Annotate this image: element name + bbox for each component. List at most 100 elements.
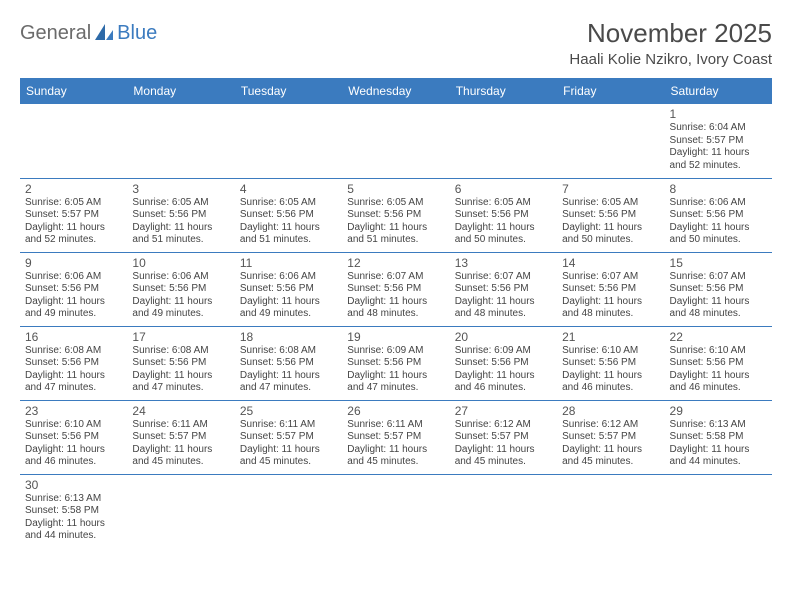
sunset-text: Sunset: 5:57 PM: [347, 431, 444, 444]
day-info: Sunrise: 6:04 AMSunset: 5:57 PMDaylight:…: [670, 122, 767, 172]
day-number: 2: [25, 182, 122, 196]
sunrise-text: Sunrise: 6:07 AM: [670, 271, 767, 284]
day-number: 11: [240, 256, 337, 270]
sunset-text: Sunset: 5:56 PM: [670, 209, 767, 222]
day-number: 21: [562, 330, 659, 344]
day-info: Sunrise: 6:08 AMSunset: 5:56 PMDaylight:…: [132, 345, 229, 395]
sunrise-text: Sunrise: 6:07 AM: [347, 271, 444, 284]
day-info: Sunrise: 6:10 AMSunset: 5:56 PMDaylight:…: [562, 345, 659, 395]
calendar-cell: 29Sunrise: 6:13 AMSunset: 5:58 PMDayligh…: [665, 400, 772, 474]
day-number: 17: [132, 330, 229, 344]
day-number: 6: [455, 182, 552, 196]
sunrise-text: Sunrise: 6:13 AM: [25, 493, 122, 506]
sunset-text: Sunset: 5:56 PM: [562, 283, 659, 296]
sunrise-text: Sunrise: 6:05 AM: [240, 197, 337, 210]
sunset-text: Sunset: 5:56 PM: [132, 357, 229, 370]
calendar-cell: 11Sunrise: 6:06 AMSunset: 5:56 PMDayligh…: [235, 252, 342, 326]
sunrise-text: Sunrise: 6:11 AM: [347, 419, 444, 432]
calendar-cell: 5Sunrise: 6:05 AMSunset: 5:56 PMDaylight…: [342, 178, 449, 252]
calendar-cell: 4Sunrise: 6:05 AMSunset: 5:56 PMDaylight…: [235, 178, 342, 252]
sunset-text: Sunset: 5:57 PM: [132, 431, 229, 444]
calendar-cell: 6Sunrise: 6:05 AMSunset: 5:56 PMDaylight…: [450, 178, 557, 252]
logo-text-general: General: [20, 22, 91, 45]
sunset-text: Sunset: 5:56 PM: [455, 209, 552, 222]
day-number: 9: [25, 256, 122, 270]
sunrise-text: Sunrise: 6:05 AM: [455, 197, 552, 210]
daylight-text: Daylight: 11 hours and 45 minutes.: [347, 444, 444, 469]
day-info: Sunrise: 6:05 AMSunset: 5:56 PMDaylight:…: [240, 197, 337, 247]
calendar-row: 1Sunrise: 6:04 AMSunset: 5:57 PMDaylight…: [20, 104, 772, 178]
sunset-text: Sunset: 5:58 PM: [25, 505, 122, 518]
sunrise-text: Sunrise: 6:09 AM: [455, 345, 552, 358]
day-number: 30: [25, 478, 122, 492]
sunset-text: Sunset: 5:56 PM: [455, 357, 552, 370]
col-sunday: Sunday: [20, 78, 127, 104]
day-info: Sunrise: 6:06 AMSunset: 5:56 PMDaylight:…: [240, 271, 337, 321]
sunrise-text: Sunrise: 6:05 AM: [562, 197, 659, 210]
sunset-text: Sunset: 5:58 PM: [670, 431, 767, 444]
calendar-row: 9Sunrise: 6:06 AMSunset: 5:56 PMDaylight…: [20, 252, 772, 326]
day-info: Sunrise: 6:11 AMSunset: 5:57 PMDaylight:…: [240, 419, 337, 469]
sunrise-text: Sunrise: 6:06 AM: [240, 271, 337, 284]
calendar-table: Sunday Monday Tuesday Wednesday Thursday…: [20, 78, 772, 548]
calendar-cell: 19Sunrise: 6:09 AMSunset: 5:56 PMDayligh…: [342, 326, 449, 400]
sunrise-text: Sunrise: 6:09 AM: [347, 345, 444, 358]
day-info: Sunrise: 6:06 AMSunset: 5:56 PMDaylight:…: [25, 271, 122, 321]
day-info: Sunrise: 6:08 AMSunset: 5:56 PMDaylight:…: [25, 345, 122, 395]
sunset-text: Sunset: 5:56 PM: [347, 283, 444, 296]
day-info: Sunrise: 6:06 AMSunset: 5:56 PMDaylight:…: [132, 271, 229, 321]
day-info: Sunrise: 6:12 AMSunset: 5:57 PMDaylight:…: [455, 419, 552, 469]
calendar-cell: [665, 474, 772, 548]
calendar-cell: 26Sunrise: 6:11 AMSunset: 5:57 PMDayligh…: [342, 400, 449, 474]
day-number: 16: [25, 330, 122, 344]
day-info: Sunrise: 6:13 AMSunset: 5:58 PMDaylight:…: [670, 419, 767, 469]
day-info: Sunrise: 6:07 AMSunset: 5:56 PMDaylight:…: [670, 271, 767, 321]
day-info: Sunrise: 6:05 AMSunset: 5:56 PMDaylight:…: [132, 197, 229, 247]
daylight-text: Daylight: 11 hours and 44 minutes.: [25, 518, 122, 543]
sunrise-text: Sunrise: 6:06 AM: [25, 271, 122, 284]
calendar-cell: 9Sunrise: 6:06 AMSunset: 5:56 PMDaylight…: [20, 252, 127, 326]
sunset-text: Sunset: 5:57 PM: [670, 135, 767, 148]
day-number: 3: [132, 182, 229, 196]
page-title: November 2025: [569, 18, 772, 49]
calendar-cell: 17Sunrise: 6:08 AMSunset: 5:56 PMDayligh…: [127, 326, 234, 400]
day-number: 25: [240, 404, 337, 418]
day-info: Sunrise: 6:09 AMSunset: 5:56 PMDaylight:…: [347, 345, 444, 395]
calendar-cell: [557, 474, 664, 548]
calendar-cell: 20Sunrise: 6:09 AMSunset: 5:56 PMDayligh…: [450, 326, 557, 400]
sunrise-text: Sunrise: 6:10 AM: [670, 345, 767, 358]
calendar-cell: [127, 104, 234, 178]
sunrise-text: Sunrise: 6:11 AM: [240, 419, 337, 432]
day-number: 29: [670, 404, 767, 418]
calendar-cell: 10Sunrise: 6:06 AMSunset: 5:56 PMDayligh…: [127, 252, 234, 326]
daylight-text: Daylight: 11 hours and 45 minutes.: [455, 444, 552, 469]
day-info: Sunrise: 6:08 AMSunset: 5:56 PMDaylight:…: [240, 345, 337, 395]
day-number: 20: [455, 330, 552, 344]
daylight-text: Daylight: 11 hours and 46 minutes.: [25, 444, 122, 469]
logo: General Blue: [20, 18, 157, 45]
day-info: Sunrise: 6:11 AMSunset: 5:57 PMDaylight:…: [347, 419, 444, 469]
col-thursday: Thursday: [450, 78, 557, 104]
day-number: 15: [670, 256, 767, 270]
calendar-cell: 21Sunrise: 6:10 AMSunset: 5:56 PMDayligh…: [557, 326, 664, 400]
daylight-text: Daylight: 11 hours and 48 minutes.: [455, 296, 552, 321]
day-number: 4: [240, 182, 337, 196]
col-monday: Monday: [127, 78, 234, 104]
header: General Blue November 2025 Haali Kolie N…: [20, 18, 772, 68]
calendar-page: General Blue November 2025 Haali Kolie N…: [0, 0, 792, 548]
calendar-cell: 18Sunrise: 6:08 AMSunset: 5:56 PMDayligh…: [235, 326, 342, 400]
daylight-text: Daylight: 11 hours and 46 minutes.: [455, 370, 552, 395]
day-info: Sunrise: 6:05 AMSunset: 5:56 PMDaylight:…: [455, 197, 552, 247]
day-info: Sunrise: 6:06 AMSunset: 5:56 PMDaylight:…: [670, 197, 767, 247]
daylight-text: Daylight: 11 hours and 50 minutes.: [455, 222, 552, 247]
calendar-cell: 13Sunrise: 6:07 AMSunset: 5:56 PMDayligh…: [450, 252, 557, 326]
col-saturday: Saturday: [665, 78, 772, 104]
sunset-text: Sunset: 5:56 PM: [240, 209, 337, 222]
daylight-text: Daylight: 11 hours and 50 minutes.: [670, 222, 767, 247]
sunrise-text: Sunrise: 6:06 AM: [670, 197, 767, 210]
calendar-cell: 14Sunrise: 6:07 AMSunset: 5:56 PMDayligh…: [557, 252, 664, 326]
daylight-text: Daylight: 11 hours and 51 minutes.: [240, 222, 337, 247]
sunset-text: Sunset: 5:57 PM: [562, 431, 659, 444]
col-friday: Friday: [557, 78, 664, 104]
calendar-row: 16Sunrise: 6:08 AMSunset: 5:56 PMDayligh…: [20, 326, 772, 400]
